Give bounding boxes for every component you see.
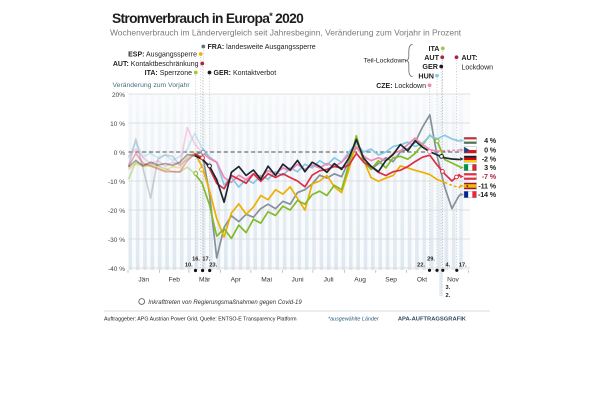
svg-text:-2 %: -2 % [482,155,497,164]
svg-text:*ausgewählte Länder: *ausgewählte Länder [328,317,379,323]
svg-text:Aug: Aug [354,277,366,284]
svg-text:GER: Kontaktverbot: GER: Kontaktverbot [214,70,277,77]
svg-text:10.: 10. [185,263,193,269]
svg-text:ESP: Ausgangssperre: ESP: Ausgangssperre [128,52,197,59]
svg-text:Jän: Jän [138,277,149,284]
svg-text:Mär: Mär [199,277,211,284]
svg-text:Apr: Apr [231,277,242,284]
svg-text:-30 %: -30 % [108,237,125,244]
svg-text:Sep: Sep [385,277,397,284]
svg-text:Juni: Juni [292,277,305,284]
svg-text:Mai: Mai [261,277,272,284]
svg-text:16.: 16. [192,257,200,263]
svg-text:23.: 23. [209,263,217,269]
svg-text:-11 %: -11 % [478,182,496,191]
svg-text:Nov: Nov [447,277,459,284]
svg-text:4 %: 4 % [484,136,497,145]
svg-text:Stromverbrauch in Europa* 2020: Stromverbrauch in Europa* 2020 [112,11,304,26]
svg-text:HUN: HUN [418,72,434,81]
svg-text:AUT:: AUT: [462,55,478,62]
svg-text:3.: 3. [445,285,450,291]
svg-text:CZE: Lockdown: CZE: Lockdown [376,83,426,90]
svg-text:Juli: Juli [324,277,334,284]
svg-text:ITA: ITA [428,44,439,53]
svg-text:GER: GER [422,62,438,71]
svg-text:0 %: 0 % [114,150,125,157]
svg-text:Lockdown: Lockdown [462,65,494,72]
svg-text:0 %: 0 % [484,146,497,155]
svg-text:Teil-Lockdown: Teil-Lockdown [364,58,407,65]
svg-text:ITA: Sperrzone: ITA: Sperrzone [145,70,192,77]
svg-text:AUT: Kontaktbeschränkung: AUT: Kontaktbeschränkung [113,61,199,68]
svg-text:3 %: 3 % [484,163,497,172]
svg-text:Feb: Feb [169,277,181,284]
svg-text:-20 %: -20 % [108,208,125,215]
svg-text:20%: 20% [112,92,125,99]
svg-text:22.: 22. [417,263,425,269]
svg-text:17.: 17. [202,257,210,263]
svg-text:-7 %: -7 % [482,172,497,181]
svg-text:10 %: 10 % [110,121,125,128]
svg-text:Wochenverbrauch im Ländervergl: Wochenverbrauch im Ländervergleich seit … [110,28,462,38]
svg-text:Veränderung zum Vorjahr: Veränderung zum Vorjahr [113,82,191,89]
svg-text:29.: 29. [427,257,435,263]
svg-text:4.: 4. [445,263,450,269]
svg-text:17.: 17. [459,263,467,269]
svg-text:FRA: landesweite Ausgangssperr: FRA: landesweite Ausgangssperre [208,44,316,51]
svg-text:-40 %: -40 % [108,266,125,273]
svg-text:Okt: Okt [417,277,427,284]
svg-text:-14 %: -14 % [478,190,497,199]
svg-text:AUT: AUT [424,53,439,62]
svg-text:Inkrafttreten von Regierungsma: Inkrafttreten von Regierungsmaßnahmen ge… [148,300,302,306]
svg-text:-10 %: -10 % [108,179,125,186]
svg-text:Auftraggeber: APG Austrian Pow: Auftraggeber: APG Austrian Power Grid, Q… [104,317,297,323]
svg-text:APA-AUFTRAGSGRAFIK: APA-AUFTRAGSGRAFIK [398,317,467,323]
svg-text:2.: 2. [445,293,450,299]
